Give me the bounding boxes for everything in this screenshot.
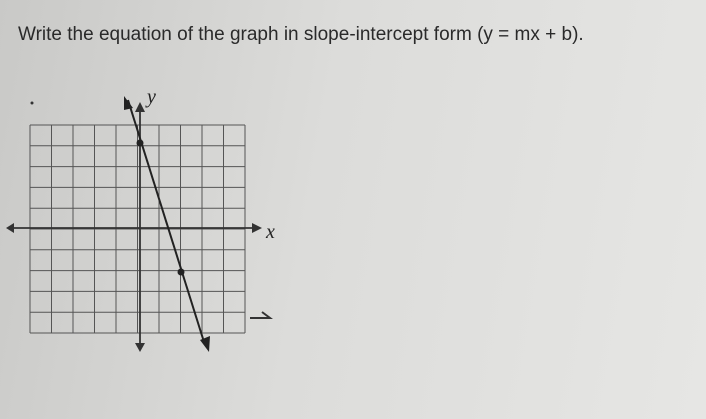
y-axis-label: y bbox=[145, 86, 156, 108]
grid bbox=[29, 124, 246, 334]
point bbox=[177, 268, 185, 276]
dot bbox=[30, 101, 34, 105]
y-arrow bbox=[135, 102, 145, 112]
y-arrow bbox=[135, 343, 145, 352]
line-arrow bbox=[200, 336, 210, 352]
question-text: Write the equation of the graph in slope… bbox=[18, 24, 584, 45]
x-arrow bbox=[252, 223, 262, 233]
x-arrow bbox=[6, 223, 14, 233]
pencil-mark bbox=[250, 311, 273, 319]
line-arrow bbox=[124, 96, 133, 110]
point bbox=[136, 139, 144, 147]
x-axis-label: x bbox=[265, 221, 275, 243]
